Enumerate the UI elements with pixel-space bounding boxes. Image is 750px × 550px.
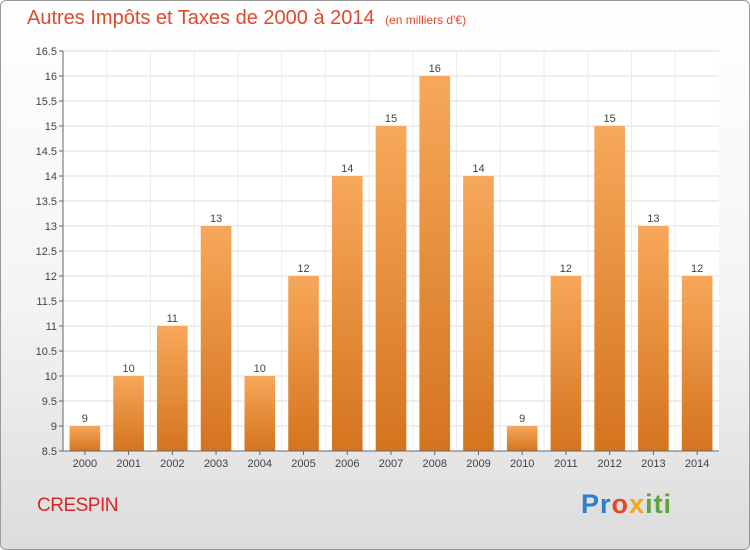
y-tick-label: 12 xyxy=(45,271,57,283)
data-label: 10 xyxy=(254,363,266,375)
chart-title-row: Autres Impôts et Taxes de 2000 à 2014 (e… xyxy=(27,7,466,30)
data-label: 11 xyxy=(167,313,178,325)
bar xyxy=(113,376,144,451)
data-label: 12 xyxy=(297,263,309,275)
proxiti-logo: Proxiti xyxy=(581,489,673,519)
y-tick-label: 9.5 xyxy=(42,396,57,408)
x-tick-label: 2004 xyxy=(248,458,272,470)
x-tick-label: 2006 xyxy=(335,458,359,470)
data-label: 13 xyxy=(647,213,659,225)
x-tick-label: 2014 xyxy=(685,458,709,470)
bar xyxy=(288,276,319,451)
place-name: CRESPIN xyxy=(37,495,118,516)
bar xyxy=(550,276,582,451)
bar xyxy=(419,76,451,451)
data-label: 15 xyxy=(604,113,616,125)
x-tick-label: 2007 xyxy=(379,458,403,470)
chart-subtitle: (en milliers d'€) xyxy=(385,13,467,27)
bar xyxy=(463,176,494,451)
y-tick-label: 11 xyxy=(46,321,57,333)
x-tick-label: 2003 xyxy=(204,458,228,470)
y-tick-label: 8.5 xyxy=(42,446,57,458)
data-label: 16 xyxy=(429,63,441,75)
bar xyxy=(244,376,276,451)
y-tick-label: 10.5 xyxy=(36,346,57,358)
bar xyxy=(594,126,625,451)
y-tick-label: 15 xyxy=(45,121,57,133)
x-tick-label: 2002 xyxy=(160,458,184,470)
data-label: 12 xyxy=(691,263,703,275)
data-label: 15 xyxy=(385,113,397,125)
x-tick-label: 2005 xyxy=(291,458,315,470)
y-tick-label: 14 xyxy=(45,171,57,183)
y-tick-label: 12.5 xyxy=(36,246,57,258)
data-label: 14 xyxy=(472,163,484,175)
bar xyxy=(69,426,101,451)
y-tick-label: 10 xyxy=(45,371,57,383)
data-label: 13 xyxy=(210,213,222,225)
x-tick-label: 2000 xyxy=(73,458,97,470)
x-tick-label: 2001 xyxy=(116,458,140,470)
y-tick-label: 13.5 xyxy=(36,196,57,208)
y-tick-label: 15.5 xyxy=(36,96,57,108)
bar xyxy=(506,426,538,451)
y-tick-label: 16.5 xyxy=(36,46,57,58)
bar xyxy=(375,126,407,451)
x-tick-label: 2009 xyxy=(466,458,490,470)
y-tick-label: 14.5 xyxy=(36,146,57,158)
data-label: 12 xyxy=(560,263,572,275)
chart-title: Autres Impôts et Taxes de 2000 à 2014 xyxy=(27,7,375,29)
bar xyxy=(638,226,669,451)
data-label: 10 xyxy=(122,363,134,375)
data-label: 9 xyxy=(82,413,88,425)
x-tick-label: 2012 xyxy=(597,458,621,470)
bar xyxy=(200,226,232,451)
y-tick-label: 13 xyxy=(45,221,57,233)
bar xyxy=(157,326,188,451)
y-tick-label: 9 xyxy=(51,421,57,433)
x-tick-label: 2010 xyxy=(510,458,534,470)
data-label: 9 xyxy=(519,413,525,425)
bar xyxy=(681,276,713,451)
x-tick-label: 2011 xyxy=(554,458,578,470)
bar xyxy=(331,176,363,451)
y-tick-label: 16 xyxy=(45,71,57,83)
x-tick-label: 2008 xyxy=(422,458,446,470)
data-label: 14 xyxy=(341,163,353,175)
y-tick-label: 11.5 xyxy=(36,296,57,308)
x-tick-label: 2013 xyxy=(641,458,665,470)
